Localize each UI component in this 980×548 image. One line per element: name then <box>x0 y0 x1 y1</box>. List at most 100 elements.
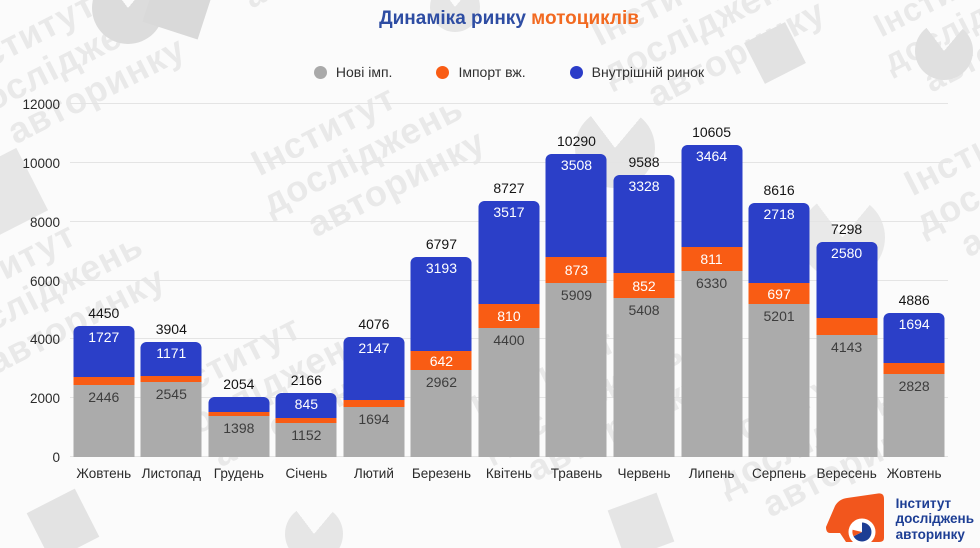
segment-new-imports-label: 5408 <box>628 302 660 318</box>
segment-new-imports: 5909 <box>545 283 607 457</box>
segment-domestic-market-label: 2718 <box>763 206 795 222</box>
segment-used-imports: 811 <box>681 247 743 271</box>
y-axis-label: 0 <box>52 450 60 465</box>
segment-new-imports-label: 2828 <box>898 378 930 394</box>
x-axis-label: Грудень <box>213 466 264 481</box>
segment-used-imports-label: 697 <box>767 285 791 302</box>
y-axis-label: 10000 <box>22 155 60 171</box>
segment-used-imports: 852 <box>613 273 675 298</box>
segment-new-imports-label: 1398 <box>223 420 255 436</box>
segment-new-imports: 5408 <box>613 298 675 457</box>
segment-new-imports: 2545 <box>140 382 202 457</box>
y-axis-label: 4000 <box>29 332 60 348</box>
square-watermark-shape <box>26 488 100 548</box>
segment-used-imports: 810 <box>478 304 540 328</box>
segment-used-imports: 873 <box>545 257 607 283</box>
segment-new-imports-label: 1152 <box>291 427 322 443</box>
bar-group: 2166 845 1152 Січень <box>273 104 341 481</box>
segment-domestic-market: 2580 <box>816 242 878 318</box>
bar-stack: 3193 642 2962 <box>410 257 472 457</box>
segment-used-imports: 697 <box>748 283 810 304</box>
bar-group: 4076 2147 1694 Лютий <box>340 104 408 481</box>
segment-domestic-market: 1171 <box>140 342 202 376</box>
bar-total-label: 4886 <box>898 292 930 308</box>
bar-stack: 1694 2828 <box>883 313 945 457</box>
segment-new-imports-label: 2446 <box>88 389 120 405</box>
bar-group: 4450 1727 2446 Жовтень <box>70 104 138 481</box>
bar-stack: 845 1152 <box>275 393 337 457</box>
gridline <box>70 103 948 104</box>
bar-group: 10290 3508 873 5909 Травень <box>543 104 611 481</box>
brand-logo-line2: досліджень <box>895 511 974 527</box>
x-axis-label: Лютий <box>353 466 394 481</box>
brand-logo-text: Інститут досліджень авторинку <box>896 496 974 543</box>
bar-total-label: 8727 <box>493 180 525 196</box>
x-axis-label: Вересень <box>816 466 877 481</box>
segment-domestic-market-label: 3193 <box>425 260 457 276</box>
segment-domestic-market: 2718 <box>748 203 810 283</box>
segment-new-imports-label: 2545 <box>155 386 187 402</box>
brand-logo-line1: Інститут <box>895 495 952 511</box>
brand-logo: Інститут досліджень авторинку <box>822 492 974 546</box>
segment-domestic-market: 3508 <box>545 154 607 257</box>
bar-stack: 3328 852 5408 <box>613 175 675 457</box>
segment-new-imports: 1398 <box>208 416 270 457</box>
segment-domestic-market-label: 1727 <box>88 329 120 345</box>
legend-label: Імпорт вж. <box>458 64 526 80</box>
x-axis-label: Серпень <box>752 466 807 481</box>
segment-used-imports-label: 811 <box>700 251 723 267</box>
bar-stack: 1727 2446 <box>73 326 135 457</box>
bar-group: 10605 3464 811 6330 Липень <box>678 104 746 481</box>
segment-used-imports <box>275 418 337 423</box>
segment-new-imports: 2446 <box>73 385 135 457</box>
segment-domestic-market: 3193 <box>410 257 472 351</box>
chart-legend: Нові імп. Імпорт вж. Внутрішній ринок <box>70 64 948 80</box>
bar-stack: 1398 <box>208 397 270 457</box>
legend-dot-icon <box>313 65 327 79</box>
segment-new-imports-label: 1694 <box>358 411 390 427</box>
legend-item-2: Внутрішній ринок <box>569 64 704 80</box>
bar-group: 8616 2718 697 5201 Серпень <box>745 104 813 481</box>
segment-domestic-market-label: 3508 <box>560 157 593 173</box>
bar-stack: 3508 873 5909 <box>545 154 607 457</box>
page-title-part2: мотоциклів <box>531 8 639 29</box>
y-axis-label: 2000 <box>29 391 60 407</box>
legend-label: Нові імп. <box>335 64 393 80</box>
segment-used-imports <box>816 318 878 335</box>
square-watermark-shape <box>607 492 675 548</box>
segment-new-imports: 1152 <box>275 423 337 457</box>
segment-domestic-market: 3328 <box>613 175 675 273</box>
segment-used-imports-label: 873 <box>564 262 589 278</box>
bar-total-label: 3904 <box>155 321 187 337</box>
segment-domestic-market: 845 <box>275 393 337 418</box>
segment-new-imports-label: 5909 <box>560 287 593 303</box>
bar-total-label: 9588 <box>628 154 660 170</box>
segment-domestic-market-label: 3328 <box>628 178 660 194</box>
bar-group: 8727 3517 810 4400 Квітень <box>475 104 543 481</box>
legend-dot-icon <box>436 65 450 79</box>
segment-new-imports: 6330 <box>681 271 743 457</box>
segment-new-imports: 2962 <box>410 370 472 457</box>
y-axis-label: 12000 <box>22 97 60 112</box>
segment-used-imports <box>208 412 270 416</box>
segment-domestic-market: 2147 <box>343 337 405 400</box>
x-axis-label: Липень <box>688 466 735 481</box>
segment-new-imports-label: 2962 <box>425 374 457 390</box>
segment-domestic-market-label: 3517 <box>493 204 525 220</box>
bar-stack: 3517 810 4400 <box>478 201 540 457</box>
segment-used-imports-label: 810 <box>497 308 521 324</box>
bar-total-label: 10290 <box>557 133 596 149</box>
page-title-part1: Динаміка ринку <box>379 8 526 29</box>
bar-total-label: 4076 <box>358 316 390 332</box>
legend-item-1: Імпорт вж. <box>436 64 526 80</box>
legend-dot-icon <box>569 65 583 79</box>
segment-new-imports-label: 5201 <box>763 308 795 324</box>
bar-total-label: 6797 <box>425 236 457 252</box>
bar-group: 7298 2580 4143 Вересень <box>813 104 881 481</box>
segment-domestic-market-label: 1171 <box>156 345 187 361</box>
bar-group: 2054 1398 Грудень <box>205 104 273 481</box>
x-axis-label: Червень <box>617 466 671 481</box>
bar-stack: 2147 1694 <box>343 337 405 457</box>
bar-stack: 1171 2545 <box>140 342 202 457</box>
